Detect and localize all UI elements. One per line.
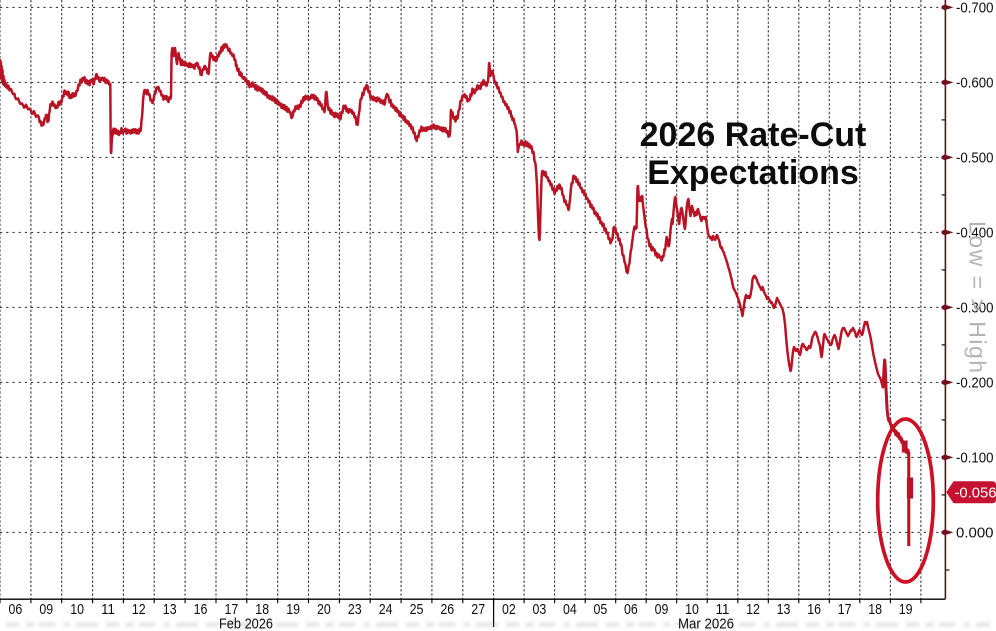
svg-text:19: 19 <box>899 602 913 618</box>
svg-text:Expectations: Expectations <box>647 154 859 192</box>
svg-text:04: 04 <box>563 602 577 618</box>
svg-text:13: 13 <box>777 602 791 618</box>
svg-text:16: 16 <box>194 602 208 618</box>
svg-text:Mar 2026: Mar 2026 <box>678 616 734 631</box>
svg-text:-0.300: -0.300 <box>956 301 994 317</box>
svg-text:09: 09 <box>39 602 53 618</box>
svg-text:-0.700: -0.700 <box>956 1 994 17</box>
svg-text:09: 09 <box>655 602 669 618</box>
svg-text:06: 06 <box>9 602 23 618</box>
svg-text:0.000: 0.000 <box>956 526 994 542</box>
svg-text:13: 13 <box>163 602 177 618</box>
svg-text:12: 12 <box>746 602 760 618</box>
svg-text:25: 25 <box>410 602 424 618</box>
svg-text:11: 11 <box>101 602 115 618</box>
svg-text:-0.056: -0.056 <box>955 486 996 502</box>
svg-text:Feb 2026: Feb 2026 <box>219 616 273 631</box>
svg-text:2026 Rate-Cut: 2026 Rate-Cut <box>640 116 867 154</box>
svg-text:12: 12 <box>132 602 146 618</box>
svg-text:17: 17 <box>225 602 239 618</box>
svg-text:24: 24 <box>379 602 393 618</box>
svg-text:06: 06 <box>624 602 638 618</box>
svg-text:02: 02 <box>502 602 516 618</box>
svg-text:-0.400: -0.400 <box>956 226 994 242</box>
svg-text:03: 03 <box>533 602 547 618</box>
svg-text:26: 26 <box>440 602 454 618</box>
svg-text:-0.100: -0.100 <box>956 451 994 467</box>
svg-text:11: 11 <box>716 602 730 618</box>
svg-text:27: 27 <box>471 602 485 618</box>
svg-text:18: 18 <box>868 602 882 618</box>
svg-text:10: 10 <box>685 602 699 618</box>
svg-text:Low = > High: Low = > High <box>965 221 991 375</box>
svg-text:-0.200: -0.200 <box>956 376 994 392</box>
svg-text:17: 17 <box>838 602 852 618</box>
svg-text:16: 16 <box>807 602 821 618</box>
svg-text:10: 10 <box>70 602 84 618</box>
svg-text:20: 20 <box>317 602 331 618</box>
svg-text:23: 23 <box>348 602 362 618</box>
svg-text:-0.500: -0.500 <box>956 151 994 167</box>
svg-text:-0.600: -0.600 <box>956 76 994 92</box>
svg-text:18: 18 <box>255 602 269 618</box>
svg-text:05: 05 <box>594 602 608 618</box>
svg-text:19: 19 <box>286 602 300 618</box>
